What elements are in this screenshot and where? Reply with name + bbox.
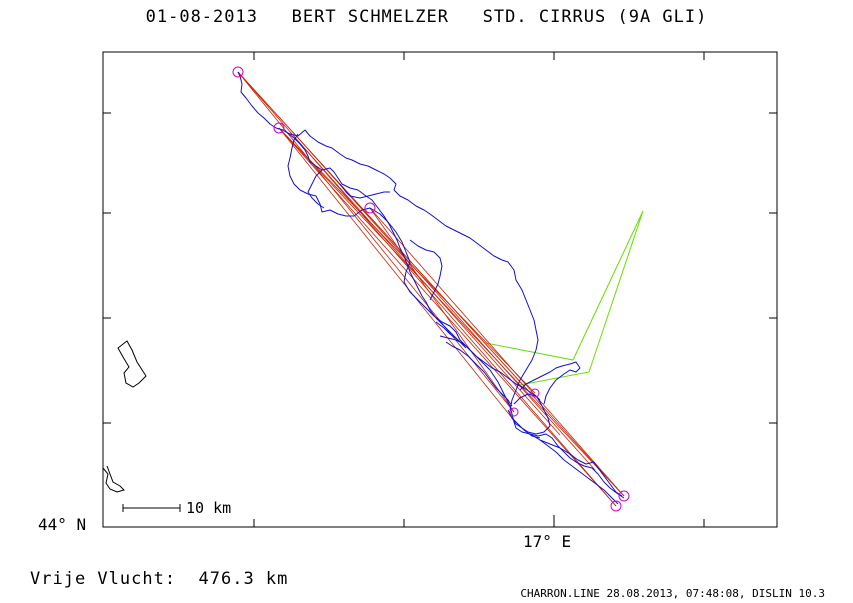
turnpoint-2 [273, 122, 285, 134]
coastline [102, 340, 147, 493]
longitude-label: 17° E [523, 532, 572, 551]
turnpoint-start [232, 66, 244, 78]
latitude-label: 44° N [38, 515, 87, 534]
task-lines [237, 71, 625, 507]
plot-frame [102, 51, 778, 528]
turnpoint-3 [364, 202, 376, 214]
page-title: 01-08-2013 BERT SCHMELZER STD. CIRRUS (9… [145, 7, 708, 27]
turnpoint-5 [509, 407, 519, 417]
turnpoint-finish [610, 500, 622, 512]
distance-summary: Vrije Vlucht: 476.3 km [30, 569, 289, 589]
triangle-task [485, 210, 644, 386]
scale-bar-label: 10 km [186, 499, 232, 517]
footer-credit: CHARRON.LINE 28.08.2013, 07:48:08, DISLI… [520, 587, 825, 600]
axis-ticks [103, 52, 777, 528]
turnpoints [232, 66, 630, 512]
flight-track [237, 71, 625, 505]
scale-bar [122, 504, 181, 512]
turnpoint-4 [530, 388, 540, 398]
turnpoint-6 [618, 490, 630, 502]
